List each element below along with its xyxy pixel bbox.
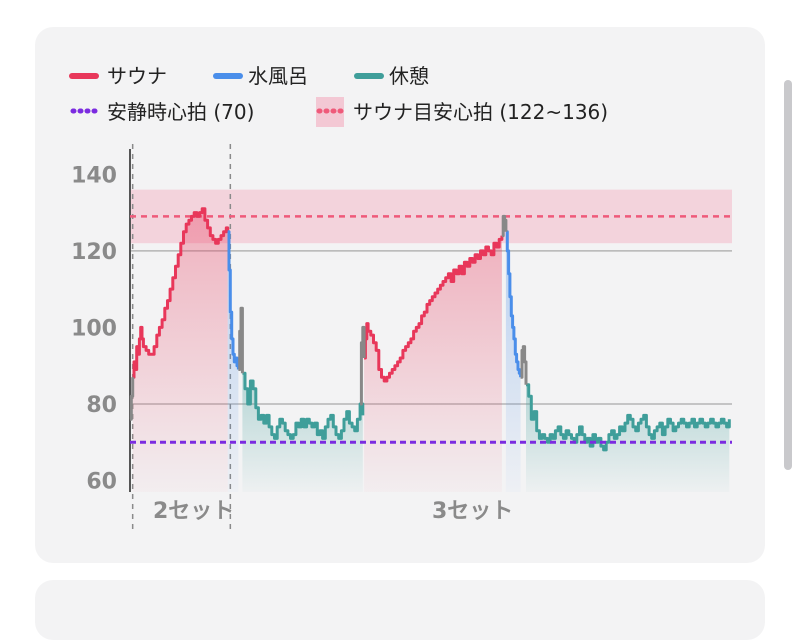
header-fragment <box>180 0 280 4</box>
area-sauna-2 <box>364 235 502 492</box>
heart-rate-chart-card: サウナ 水風呂 休憩 安静時心拍 (70) サウナ目安心拍 (122~136) … <box>35 27 765 563</box>
heart-rate-chart: サウナ 水風呂 休憩 安静時心拍 (70) サウナ目安心拍 (122~136) … <box>69 64 732 530</box>
line-rest-2 <box>526 383 731 452</box>
line-water-2 <box>505 230 523 378</box>
line-transition-3 <box>359 325 366 406</box>
line-transition-4 <box>501 214 508 238</box>
info-card <box>35 580 765 640</box>
line-transition-2 <box>238 306 244 374</box>
area-rest-2 <box>526 384 730 492</box>
y-tick-140: 140 <box>71 163 117 188</box>
legend: サウナ 水風呂 休憩 安静時心拍 (70) サウナ目安心拍 (122~136) <box>69 64 608 127</box>
legend-label-target-band: サウナ目安心拍 (122~136) <box>353 100 608 124</box>
line-transition-1 <box>129 377 135 421</box>
y-tick-60: 60 <box>86 470 117 495</box>
line-water-1 <box>227 230 240 370</box>
legend-label-water-bath: 水風呂 <box>248 64 308 88</box>
y-tick-100: 100 <box>71 316 117 341</box>
legend-label-resting-hr: 安静時心拍 (70) <box>107 100 254 124</box>
y-tick-80: 80 <box>86 393 117 418</box>
legend-label-sauna: サウナ <box>107 64 167 88</box>
line-sauna-2 <box>363 235 504 383</box>
area-rest-1 <box>242 373 363 492</box>
set-label-3: 3セット <box>432 499 513 524</box>
line-sauna-1 <box>132 207 230 379</box>
line-rest-1 <box>242 371 365 440</box>
legend-label-rest: 休憩 <box>389 64 429 88</box>
scrollbar[interactable] <box>784 80 792 470</box>
set-label-2: 2セット <box>153 499 234 524</box>
plot-area: 60 80 100 120 140 <box>71 144 732 530</box>
y-tick-120: 120 <box>71 240 117 265</box>
line-transition-5 <box>520 345 528 385</box>
area-sauna-1 <box>132 208 228 493</box>
